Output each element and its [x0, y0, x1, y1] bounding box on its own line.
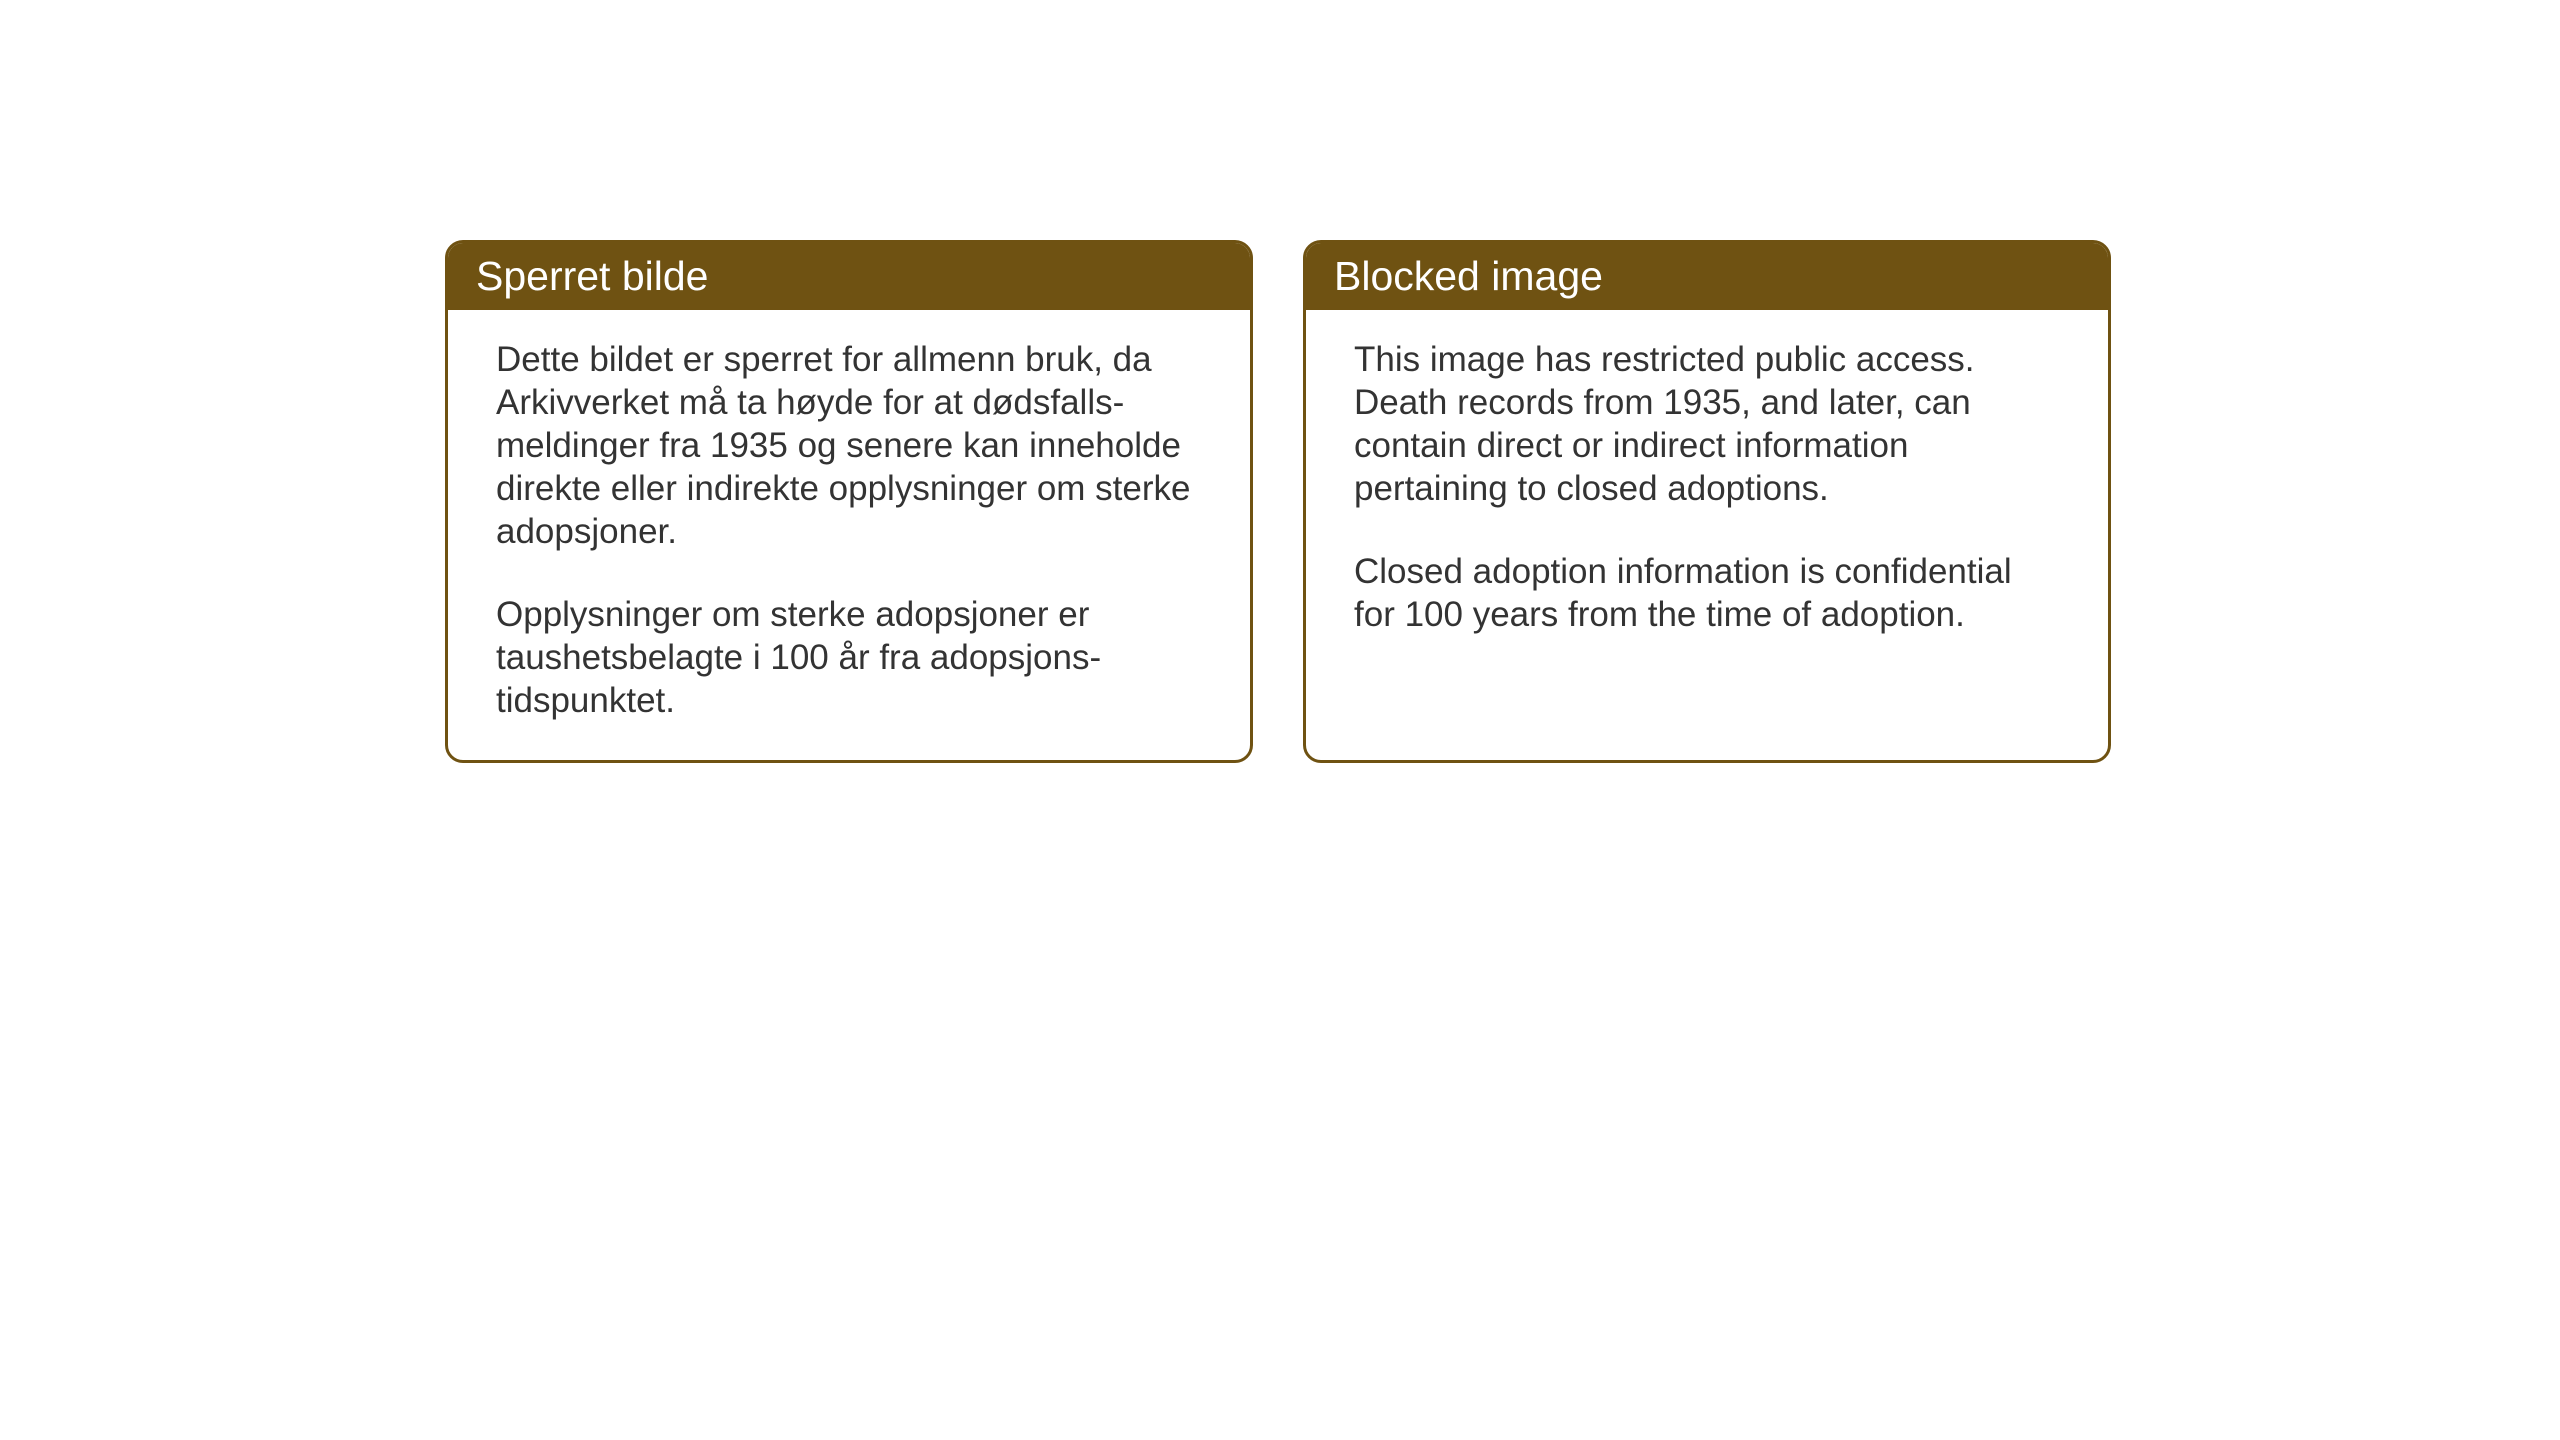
notice-header-english: Blocked image [1306, 243, 2108, 310]
notice-box-norwegian: Sperret bilde Dette bildet er sperret fo… [445, 240, 1253, 763]
notice-body-english: This image has restricted public access.… [1306, 310, 2108, 674]
notice-paragraph: Dette bildet er sperret for allmenn bruk… [496, 338, 1202, 553]
notice-header-norwegian: Sperret bilde [448, 243, 1250, 310]
notice-container: Sperret bilde Dette bildet er sperret fo… [445, 240, 2111, 763]
notice-paragraph: Closed adoption information is confident… [1354, 550, 2060, 636]
notice-body-norwegian: Dette bildet er sperret for allmenn bruk… [448, 310, 1250, 760]
notice-box-english: Blocked image This image has restricted … [1303, 240, 2111, 763]
notice-paragraph: Opplysninger om sterke adopsjoner er tau… [496, 593, 1202, 722]
notice-paragraph: This image has restricted public access.… [1354, 338, 2060, 510]
